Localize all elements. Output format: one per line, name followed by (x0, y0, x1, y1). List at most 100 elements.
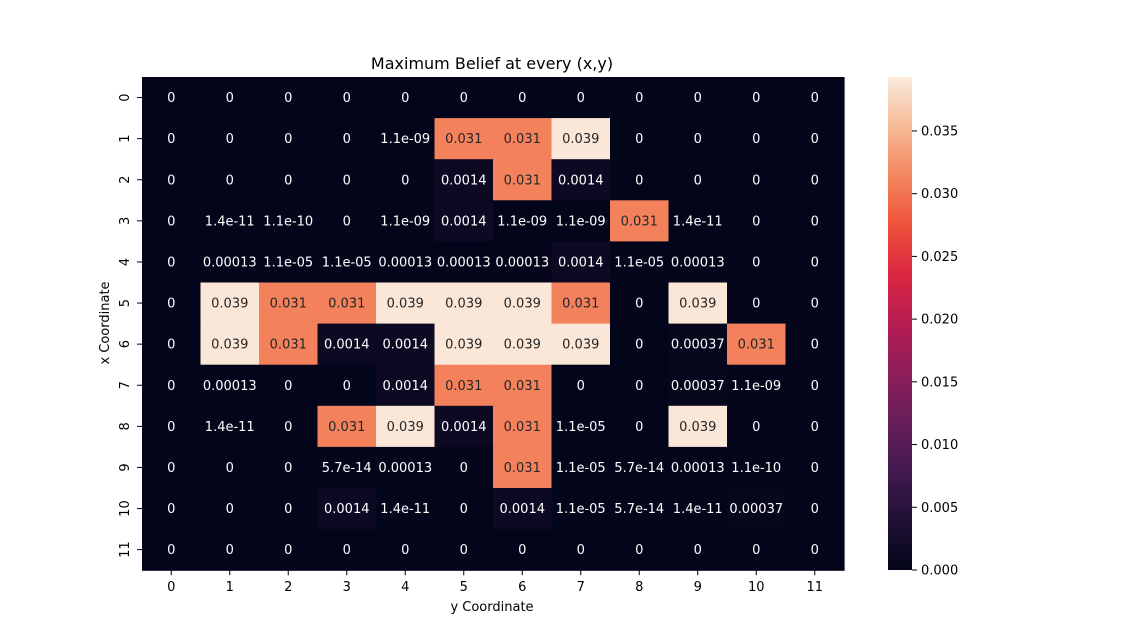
cell-label: 0 (811, 379, 819, 394)
y-tick-label: 3 (118, 217, 133, 225)
cell-label: 0 (167, 255, 175, 270)
cell-label: 0 (167, 379, 175, 394)
heatmap-cell (259, 323, 319, 366)
heatmap-cell (434, 405, 494, 448)
cell-label: 0.039 (562, 132, 599, 147)
heatmap-cell (668, 405, 728, 448)
heatmap-cell (785, 118, 845, 160)
cell-label: 0 (284, 502, 292, 517)
heatmap-cell (727, 488, 787, 530)
heatmap-cell (142, 241, 202, 284)
cell-label: 0 (284, 173, 292, 188)
colorbar-tick-label: 0.000 (921, 564, 958, 579)
cell-label: 0 (226, 132, 234, 147)
x-axis-label: y Coordinate (450, 600, 533, 615)
cell-label: 0 (635, 420, 643, 435)
heatmap-cell (785, 488, 845, 530)
cell-label: 0 (284, 461, 292, 476)
heatmap-cell (376, 200, 436, 242)
cell-label: 0 (343, 173, 351, 188)
heatmap-cell (200, 282, 260, 325)
heatmap-cell (376, 488, 436, 530)
heatmap-cell (551, 159, 611, 201)
x-tick-label: 1 (226, 580, 234, 595)
cell-label: 0 (167, 91, 175, 106)
y-tick-label: 7 (118, 381, 133, 389)
heatmap-cell (200, 529, 260, 571)
cell-label: 0 (460, 543, 468, 558)
heatmap-cell (551, 323, 611, 366)
heatmap-cell (376, 529, 436, 571)
x-tick-label: 8 (635, 580, 643, 595)
cell-label: 0 (167, 461, 175, 476)
heatmap-cell (493, 241, 553, 284)
colorbar-tick-label: 0.015 (921, 375, 958, 390)
heatmap-cell (376, 241, 436, 284)
heatmap-cell (493, 488, 553, 530)
heatmap-cell (551, 77, 611, 119)
heatmap-cell (551, 200, 611, 242)
cell-label: 0 (284, 132, 292, 147)
cell-label: 0 (284, 420, 292, 435)
cell-label: 0.039 (445, 297, 482, 312)
cell-label: 0.031 (270, 338, 307, 353)
heatmap-cell (493, 323, 553, 366)
cell-label: 0 (401, 543, 409, 558)
y-axis-label: x Coordinate (98, 281, 113, 364)
heatmap-cell (434, 323, 494, 366)
cell-label: 0 (577, 543, 585, 558)
heatmap-cell (493, 200, 553, 242)
y-tick-label: 1 (118, 135, 133, 143)
heatmap-cell (493, 77, 553, 119)
cell-label: 0 (811, 132, 819, 147)
cell-label: 0 (577, 379, 585, 394)
y-tick-label: 9 (118, 463, 133, 471)
cell-label: 0 (811, 255, 819, 270)
heatmap-cell (434, 118, 494, 160)
heatmap-cell (142, 200, 202, 242)
heatmap-cell (668, 77, 728, 119)
cell-label: 1.1e-10 (263, 214, 313, 229)
cell-label: 0 (226, 502, 234, 517)
heatmap-cell (668, 200, 728, 242)
x-tick-label: 3 (343, 580, 351, 595)
cell-label: 0.031 (738, 338, 775, 353)
cell-label: 0 (635, 91, 643, 106)
cell-label: 0 (635, 543, 643, 558)
heatmap-cell (434, 77, 494, 119)
colorbar-tick-label: 0.025 (921, 250, 958, 265)
heatmap-cell (727, 446, 787, 489)
colorbar-tick-label: 0.020 (921, 313, 958, 328)
heatmap-cell (785, 529, 845, 571)
colorbar-tick-label: 0.035 (921, 124, 958, 139)
cell-label: 5.7e-14 (614, 502, 664, 517)
cell-label: 0.031 (445, 379, 482, 394)
colorbar (888, 77, 912, 570)
cell-label: 0 (343, 379, 351, 394)
heatmap-cell (610, 364, 670, 407)
heatmap-cell (785, 405, 845, 448)
heatmap-cell (200, 118, 260, 160)
heatmap-cell (142, 405, 202, 448)
heatmap-cell (200, 488, 260, 530)
cell-label: 0.039 (562, 338, 599, 353)
heatmap-cell (493, 118, 553, 160)
cell-label: 1.1e-05 (556, 502, 606, 517)
cell-label: 0.031 (504, 132, 541, 147)
cell-label: 0 (401, 91, 409, 106)
heatmap-cell (200, 241, 260, 284)
cell-label: 5.7e-14 (322, 461, 372, 476)
heatmap-cell (259, 446, 319, 489)
cell-label: 0.039 (445, 338, 482, 353)
colorbar-ticks: 0.000 0.005 0.010 0.015 0.020 0.025 0.030 0.035 (912, 124, 958, 579)
heatmap-cell (259, 159, 319, 201)
cell-label: 0 (694, 543, 702, 558)
cell-label: 0.039 (211, 297, 248, 312)
heatmap-cell (785, 241, 845, 284)
cell-label: 0 (752, 91, 760, 106)
cell-label: 0.039 (387, 420, 424, 435)
cell-label: 0 (226, 461, 234, 476)
cell-label: 0.031 (562, 297, 599, 312)
cell-label: 1.4e-11 (673, 502, 723, 517)
cell-label: 0 (752, 420, 760, 435)
